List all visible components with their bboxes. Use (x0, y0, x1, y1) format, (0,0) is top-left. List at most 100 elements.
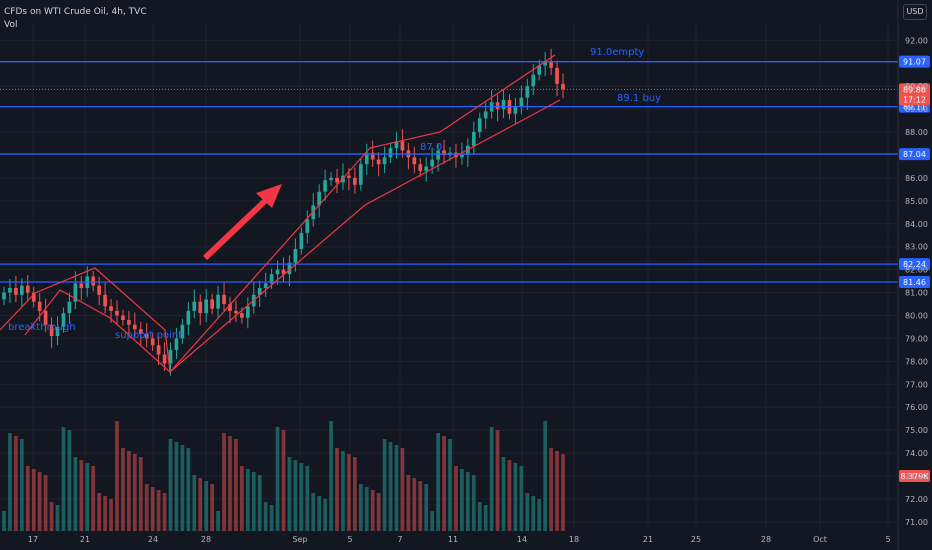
candle-body (8, 287, 12, 293)
candle-body (19, 285, 24, 295)
volume-bar (513, 463, 518, 531)
candle-body (275, 269, 280, 275)
countdown-label: 17:12 (903, 95, 926, 104)
candle-body (186, 310, 191, 325)
x-tick-label: 25 (691, 535, 701, 544)
volume-bar (305, 466, 310, 531)
candle-body (358, 164, 363, 185)
y-tick-label: 83.00 (905, 243, 928, 252)
price-axis: 92.00 90.00 89.00 88.00 86.00 85.00 84.00 83.00… (897, 0, 928, 550)
price-level-label: 91.07 (903, 58, 926, 67)
currency-button[interactable]: USD (903, 4, 927, 20)
volume-bar (418, 481, 423, 531)
candle-body (43, 310, 48, 325)
volume-bar (198, 478, 203, 531)
volume-bar (97, 493, 101, 531)
volume-bar (394, 445, 399, 531)
volume-bar (471, 475, 476, 531)
symbol-title[interactable]: CFDs on WTI Crude Oil, 4h, TVC (4, 7, 147, 17)
volume-bar (555, 451, 559, 531)
candle-body (335, 177, 339, 183)
candle-body (269, 274, 274, 284)
candles (2, 48, 565, 376)
candle-body (525, 86, 530, 98)
candle-body (245, 306, 250, 318)
time-axis: 17 21 24 28 Sep 5 7 11 14 18 21 25 28 Oct 5 (28, 535, 891, 544)
candle-body (442, 150, 446, 155)
candle-body (49, 324, 54, 337)
y-tick-label: 75.00 (905, 426, 928, 435)
x-tick-label: Oct (813, 535, 827, 544)
volume-bar (174, 442, 179, 531)
volume-bar (501, 457, 506, 531)
volume-bar (85, 463, 90, 531)
candle-body (156, 345, 161, 355)
y-tick-label: 80.00 (905, 311, 928, 320)
annotation-text: 89.1 buy (617, 93, 661, 104)
candle-body (323, 180, 327, 192)
x-tick-label: 17 (28, 535, 38, 544)
candle-body (37, 301, 42, 311)
volume-bar (49, 502, 54, 531)
volume-bar (281, 430, 286, 531)
volume-bar (358, 484, 363, 531)
volume-bar (424, 484, 429, 531)
volume-bar (353, 457, 357, 531)
volume-bar (483, 505, 488, 531)
volume-bar (519, 466, 524, 531)
candle-body (198, 301, 203, 314)
volume-bar (79, 460, 84, 531)
volume-bar (525, 493, 530, 531)
candle-body (471, 132, 476, 146)
volume-bar (55, 505, 60, 531)
volume-indicator-label[interactable]: Vol (4, 20, 18, 30)
volume-bar (257, 475, 262, 531)
volume-bar (31, 469, 36, 531)
candle-body (293, 248, 298, 263)
volume-bar (400, 448, 405, 531)
volume-bar (2, 511, 6, 531)
volume-bar (311, 493, 316, 531)
x-tick-label: 5 (885, 535, 890, 544)
candle-body (543, 60, 548, 66)
volume-bar (121, 448, 125, 531)
volume-bar (180, 445, 185, 531)
volume-bar (382, 439, 387, 531)
price-level-label: 87.04 (903, 150, 926, 159)
annotation-trendline (0, 54, 556, 374)
volume-bar (364, 487, 369, 531)
volume-bar (67, 430, 72, 531)
candle-body (91, 276, 96, 286)
volume-bar (495, 430, 500, 531)
price-level-label: 82.24 (903, 260, 926, 269)
y-tick-label: 86.00 (905, 174, 928, 183)
x-tick-label: 28 (201, 535, 211, 544)
volume-bar (430, 511, 435, 531)
volume-bar (19, 439, 24, 531)
candle-body (317, 191, 322, 206)
volume-bar (269, 505, 274, 531)
x-tick-label: 18 (569, 535, 579, 544)
x-tick-label: 11 (448, 535, 458, 544)
candle-body (370, 152, 375, 160)
volume-bar (204, 481, 209, 531)
y-tick-label: 92.00 (905, 36, 928, 45)
volume-bar (192, 475, 197, 531)
annotation-text: breakthrough (8, 322, 76, 333)
candle-body (519, 97, 524, 107)
volume-bar (37, 472, 42, 531)
candle-body (424, 166, 429, 172)
candle-body (281, 269, 286, 275)
volume-bar (543, 421, 548, 531)
volume-bar (263, 502, 268, 531)
volume-bar (222, 433, 226, 531)
y-tick-label: 90.00 (905, 82, 928, 91)
candle-body (287, 262, 292, 275)
x-tick-label: 5 (347, 535, 352, 544)
candle-body (180, 324, 185, 339)
candle-body (55, 326, 60, 337)
volume-bar (132, 454, 137, 531)
candle-body (436, 150, 440, 160)
candle-body (31, 292, 36, 302)
